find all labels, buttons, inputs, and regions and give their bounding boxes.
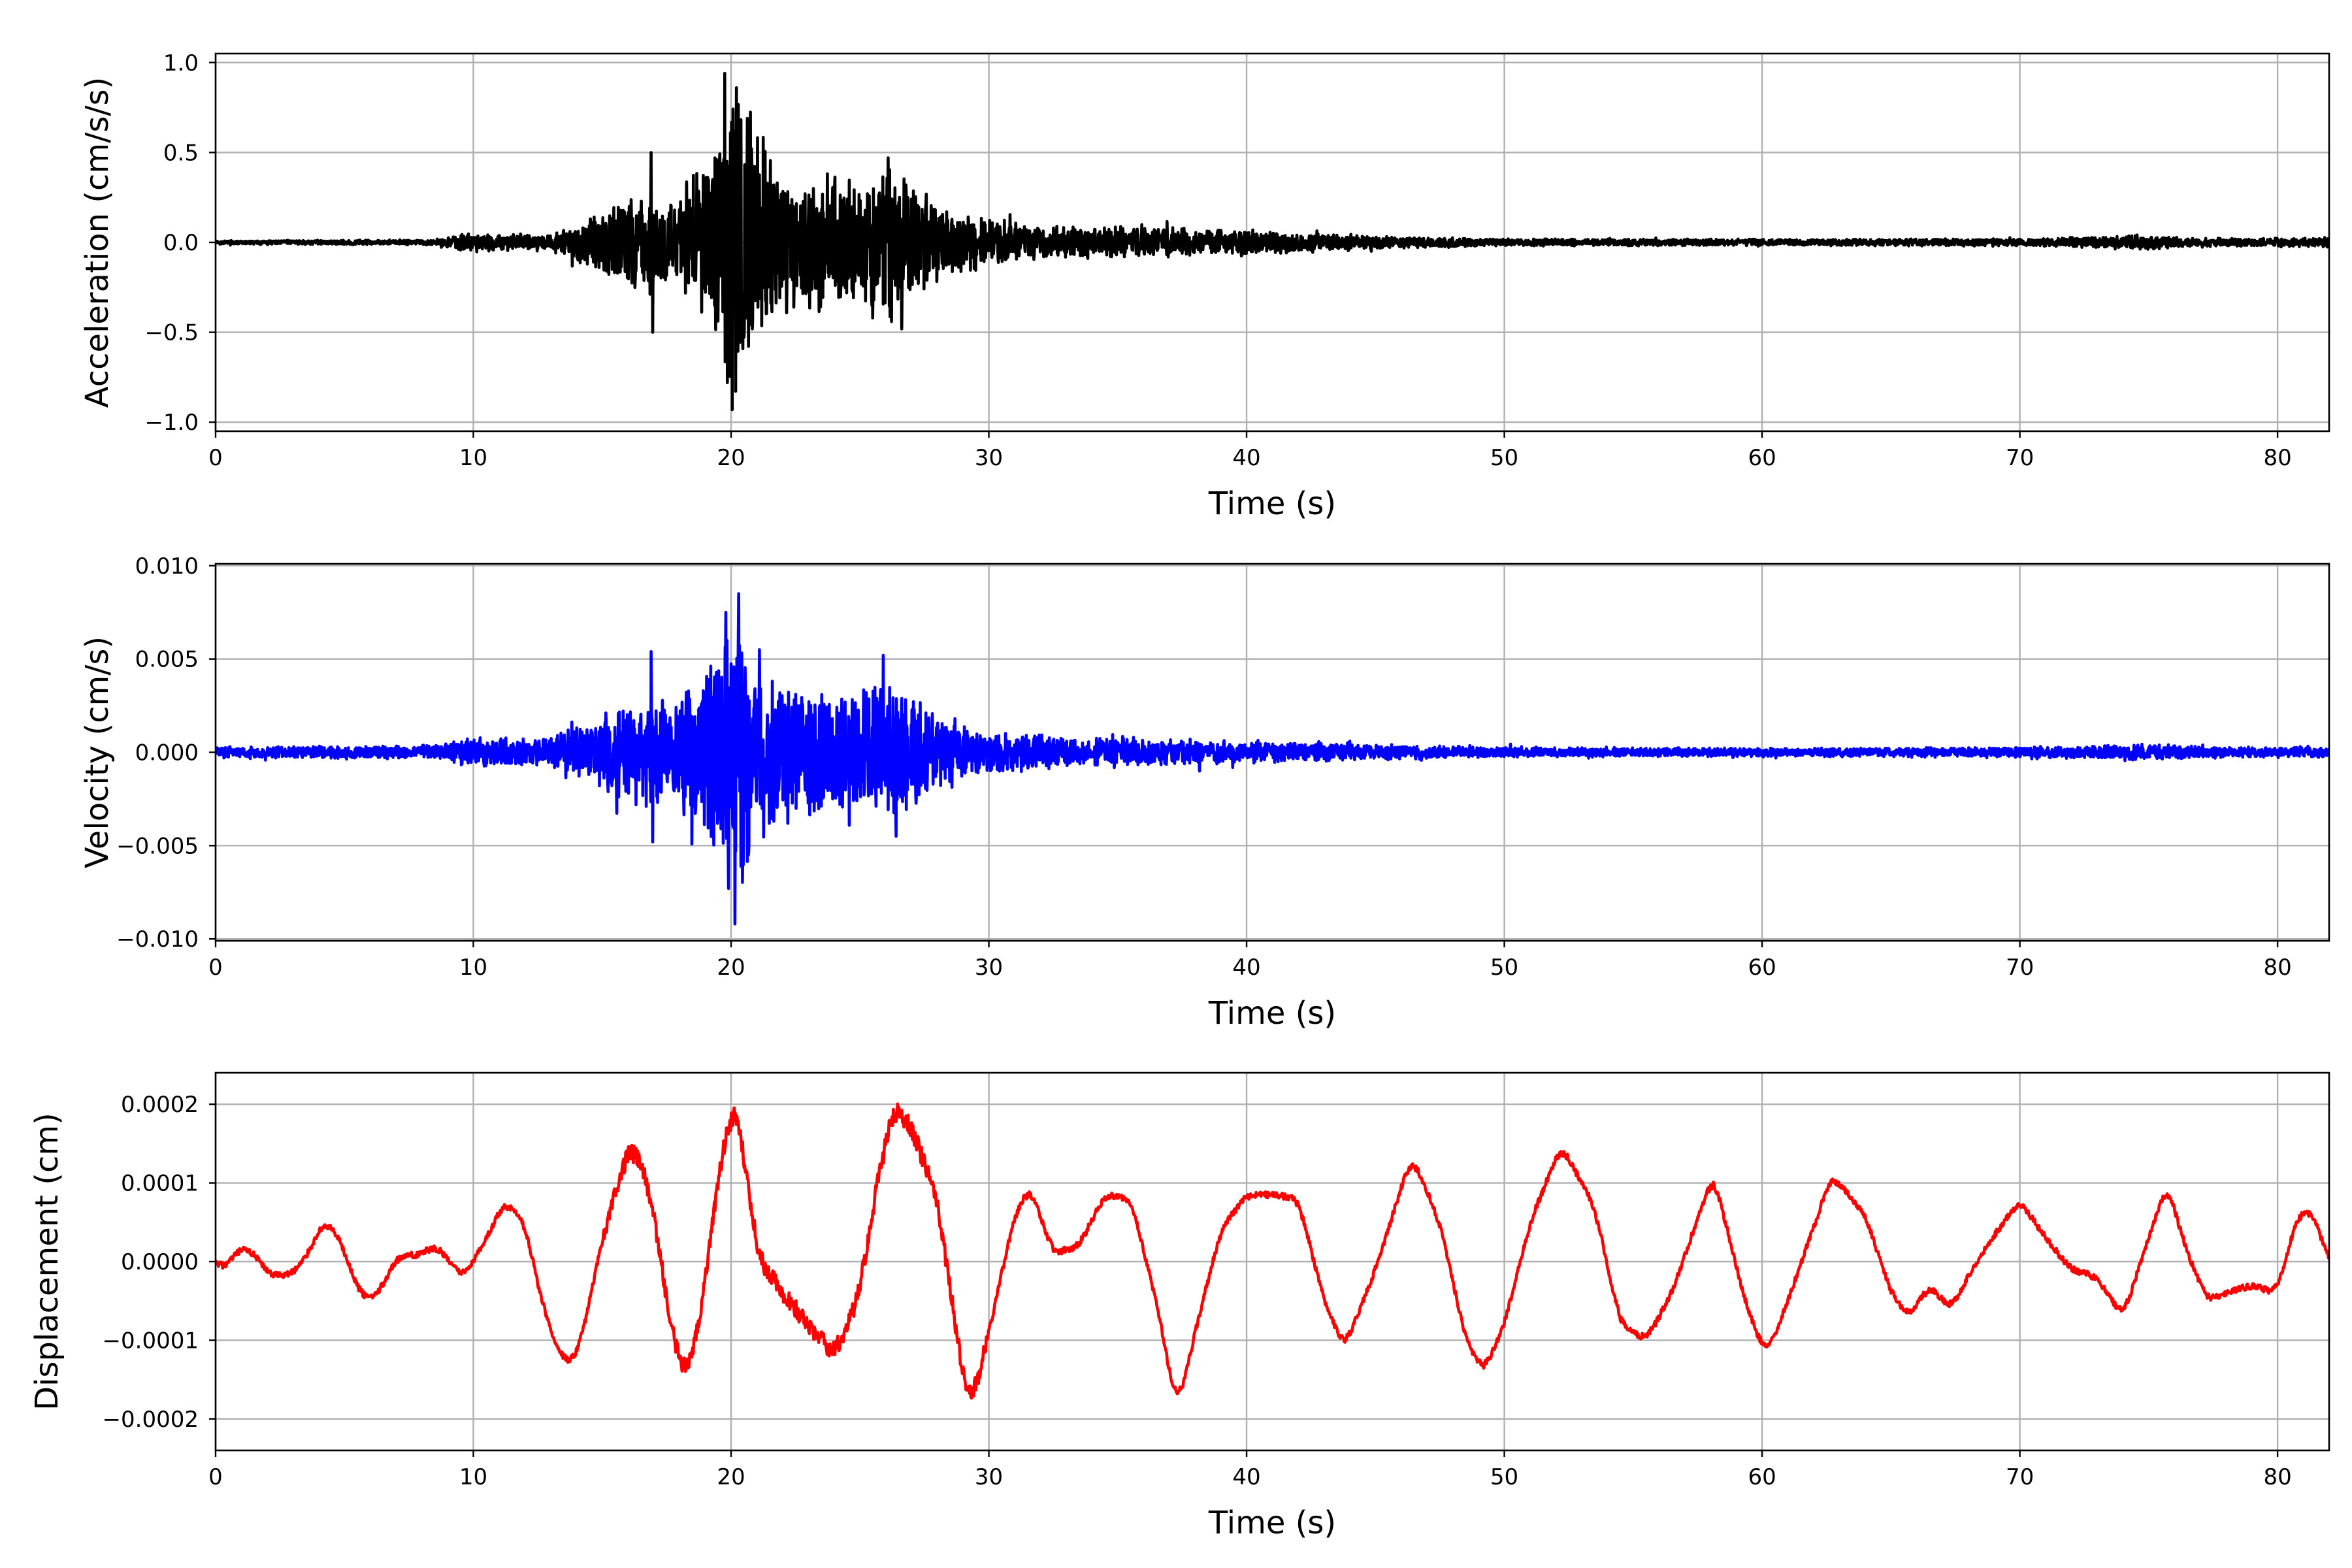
acceleration-ytick-label-2: 0.0: [163, 230, 199, 256]
displacement-xtick-label-7: 70: [2006, 1464, 2034, 1490]
displacement-xtick-label-6: 60: [1748, 1464, 1776, 1490]
velocity-xtick-label-7: 70: [2006, 955, 2034, 981]
displacement-ytick-label-1: −0.0001: [103, 1328, 199, 1354]
acceleration-xtick-label-6: 60: [1748, 445, 1776, 471]
acceleration-xtick-label-4: 40: [1232, 445, 1260, 471]
acceleration-x-axis-title: Time (s): [1208, 485, 1336, 522]
displacement-ytick-label-3: 0.0001: [121, 1171, 199, 1197]
velocity-ytick-label-3: 0.005: [135, 647, 199, 673]
acceleration-xtick-label-8: 80: [2263, 445, 2291, 471]
velocity-xtick-label-2: 20: [717, 955, 745, 981]
acceleration-xtick-label-7: 70: [2006, 445, 2034, 471]
displacement-xtick-label-3: 30: [975, 1464, 1003, 1490]
velocity-ytick-label-0: −0.010: [116, 926, 199, 953]
velocity-ytick-label-2: 0.000: [135, 740, 199, 766]
displacement-xtick-label-5: 50: [1490, 1464, 1518, 1490]
acceleration-xtick-label-5: 50: [1490, 445, 1518, 471]
displacement-xtick-label-8: 80: [2263, 1464, 2291, 1490]
displacement-x-axis-title: Time (s): [1208, 1505, 1336, 1541]
acceleration-ytick-label-0: −1.0: [144, 410, 199, 436]
acceleration-y-axis-title: Acceleration (cm/s/s): [79, 77, 116, 408]
acceleration-ytick-label-1: −0.5: [144, 320, 199, 346]
velocity-xtick-label-1: 10: [459, 955, 487, 981]
velocity-xtick-label-0: 0: [208, 955, 223, 981]
velocity-ytick-label-1: −0.005: [116, 833, 199, 859]
velocity-xtick-label-8: 80: [2263, 955, 2291, 981]
velocity-y-axis-title: Velocity (cm/s): [79, 636, 116, 868]
velocity-xtick-label-5: 50: [1490, 955, 1518, 981]
displacement-ytick-label-2: 0.0000: [121, 1249, 199, 1275]
acceleration-panel: 0 10 20 30 40 50 60 70 80 −1.0 −0.5 0.0 0.5 1.0 Time (…: [79, 50, 2330, 522]
displacement-xtick-label-0: 0: [208, 1464, 223, 1490]
acceleration-series-line: [216, 72, 2329, 412]
velocity-xtick-label-6: 60: [1748, 955, 1776, 981]
velocity-x-axis-title: Time (s): [1208, 995, 1336, 1032]
acceleration-xtick-label-0: 0: [208, 445, 223, 471]
displacement-ytick-label-4: 0.0002: [121, 1092, 199, 1118]
displacement-xtick-label-4: 40: [1232, 1464, 1260, 1490]
acceleration-xtick-label-3: 30: [975, 445, 1003, 471]
displacement-panel: 0 10 20 30 40 50 60 70 80 −0.0002 −0.0001 0.0000 0.0…: [29, 1071, 2330, 1541]
displacement-series-line: [216, 1102, 2329, 1400]
acceleration-ytick-label-3: 0.5: [163, 140, 199, 166]
displacement-xtick-label-2: 20: [717, 1464, 745, 1490]
displacement-ytick-label-0: −0.0002: [103, 1407, 199, 1433]
velocity-panel: 0 10 20 30 40 50 60 70 80 −0.010 −0.005 0.000 0.005 0…: [79, 553, 2330, 1032]
velocity-xtick-label-3: 30: [975, 955, 1003, 981]
acceleration-xtick-label-1: 10: [459, 445, 487, 471]
acceleration-xtick-label-2: 20: [717, 445, 745, 471]
displacement-y-axis-title: Displacement (cm): [29, 1113, 65, 1411]
displacement-xtick-label-1: 10: [459, 1464, 487, 1490]
velocity-series-line: [216, 592, 2329, 926]
velocity-ytick-label-4: 0.010: [135, 553, 199, 580]
velocity-xtick-label-4: 40: [1232, 955, 1260, 981]
acceleration-ytick-label-4: 1.0: [163, 50, 199, 76]
